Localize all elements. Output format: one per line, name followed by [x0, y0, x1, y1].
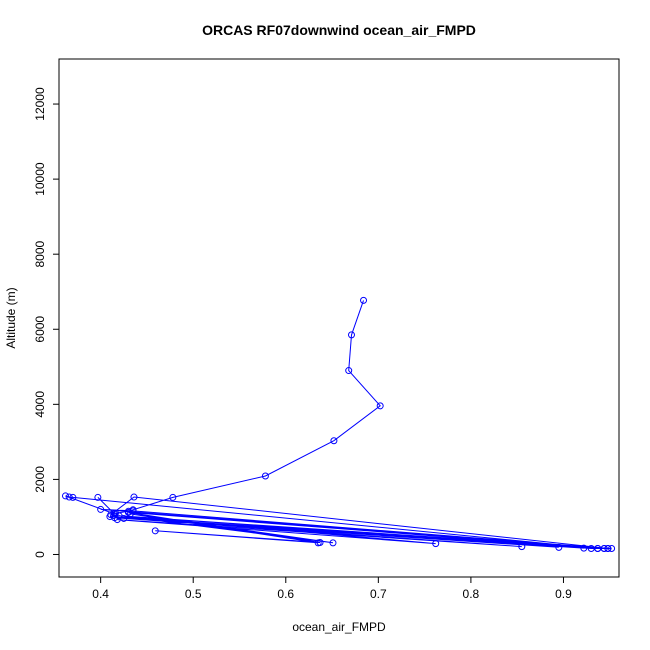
data-point: [261, 472, 269, 480]
data-point: [151, 527, 159, 535]
y-tick-label: 0: [33, 551, 47, 558]
series-points: [61, 296, 616, 552]
data-point: [432, 540, 440, 548]
data-point: [345, 367, 353, 375]
data-point: [580, 544, 588, 552]
data-point: [113, 516, 121, 524]
x-tick-label: 0.9: [555, 587, 572, 601]
x-tick-label: 0.8: [463, 587, 480, 601]
y-tick-label: 10000: [33, 162, 47, 196]
data-point: [316, 538, 324, 546]
series-line: [65, 300, 612, 549]
y-axis-label: Altitude (m): [4, 287, 18, 348]
data-point: [518, 543, 526, 551]
x-tick-label: 0.6: [277, 587, 294, 601]
data-point: [124, 508, 132, 516]
data-point: [126, 510, 134, 518]
x-axis-label: ocean_air_FMPD: [292, 620, 386, 634]
y-tick-label: 12000: [33, 87, 47, 121]
y-tick-label: 4000: [33, 391, 47, 418]
x-axis: 0.4 0.5 0.6 0.7 0.8 0.9: [92, 577, 572, 601]
data-point: [115, 512, 123, 520]
data-point: [594, 544, 602, 552]
data-point: [94, 493, 102, 501]
data-point: [97, 505, 105, 513]
data-point: [376, 402, 384, 410]
y-tick-label: 2000: [33, 466, 47, 493]
plot-frame: [58, 58, 620, 578]
y-tick-label: 8000: [33, 241, 47, 268]
x-tick-label: 0.5: [185, 587, 202, 601]
data-point: [130, 493, 138, 501]
x-tick-label: 0.7: [370, 587, 387, 601]
data-point: [360, 296, 368, 304]
data-point: [330, 437, 338, 445]
chart-title: ORCAS RF07downwind ocean_air_FMPD: [202, 22, 476, 38]
data-point: [347, 331, 355, 339]
data-point: [608, 544, 616, 552]
data-point: [65, 493, 73, 501]
series-lines: [65, 300, 612, 549]
data-point: [61, 492, 69, 500]
data-point: [604, 544, 612, 552]
data-point: [111, 510, 119, 518]
data-point: [69, 493, 77, 501]
x-tick-label: 0.4: [92, 587, 109, 601]
y-axis: 0 2000 4000 6000 8000 10000 12000: [33, 87, 59, 558]
data-point: [555, 543, 563, 551]
data-point: [329, 539, 337, 547]
data-point: [169, 493, 177, 501]
y-tick-label: 6000: [33, 316, 47, 343]
